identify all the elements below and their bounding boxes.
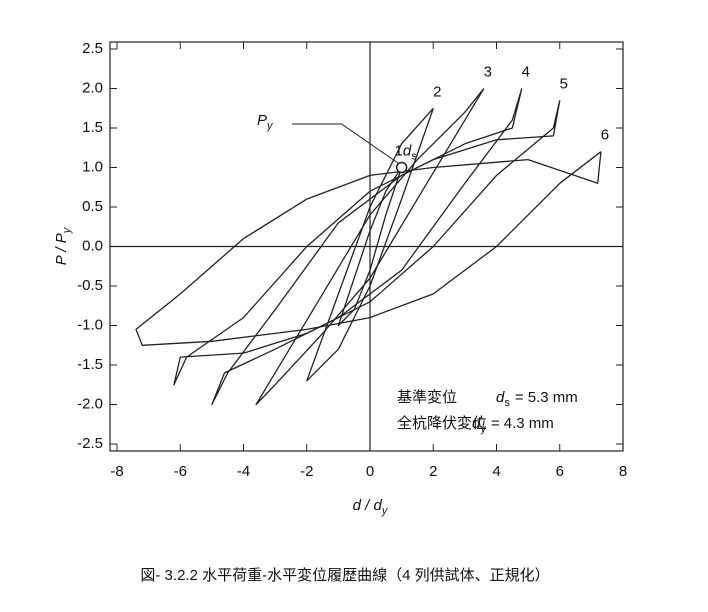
caption: 図- 3.2.2 水平荷重-水平変位履歴曲線（4 列供試体、正規化） [140,567,549,584]
note-val: = 5.3 mm [515,389,578,406]
y-tick-label: -1.5 [77,356,103,373]
yield-label-sub: y [266,120,274,132]
y-tick-label: -2.5 [77,435,103,452]
note-value: ds = 5.3 mm [496,389,578,409]
series-name: 5 [560,75,568,92]
x-axis-label: d / dy [353,497,389,517]
y-tick-label: 1.0 [82,158,103,175]
note-var: d [472,415,481,432]
x-tick-label: 4 [492,463,500,480]
x-tick-label: -6 [174,463,187,480]
note-line: 基準変位 [397,389,457,406]
x-tick-label: 0 [366,463,374,480]
hysteresis-loop [306,107,434,382]
y-label-sub: y [61,226,73,234]
x-tick-label: 8 [619,463,627,480]
series-name-var: d [403,142,412,159]
y-tick-label: -1.0 [77,316,103,333]
series-label: 3 [484,63,492,80]
leader-line [292,123,399,164]
x-label-sub: y [381,505,389,517]
y-tick-label: 2.5 [82,40,103,57]
yield-point [395,161,408,174]
x-tick-label: -2 [300,463,313,480]
note-sub: y [480,423,486,435]
series-name: 2 [433,83,441,100]
x-tick-label: 6 [556,463,564,480]
y-tick-label: -0.5 [77,277,103,294]
y-tick-label: 0.5 [82,198,103,215]
series-name: 6 [601,127,609,144]
note-line: 全杭降伏変位 [397,414,487,432]
y-tick-label: 2.0 [82,79,103,96]
note-var: d [496,389,505,406]
series-label: 5 [560,75,568,92]
series-label: 4 [522,63,530,80]
x-tick-label: -8 [110,463,123,480]
x-tick-label: 2 [429,463,437,480]
hysteresis-loop [255,88,485,406]
yield-point-label: Py [257,112,274,132]
note-sub: s [504,397,510,409]
note-val: = 4.3 mm [491,415,554,432]
note-label: 全杭降伏変位 [397,414,487,432]
series-name: 3 [484,63,492,80]
hysteresis-loop [337,167,403,327]
x-tick-label: -4 [237,463,250,480]
hysteresis-loop [173,100,561,386]
series-label: 6 [601,127,609,144]
y-label-text: P / P [53,233,70,265]
x-label-text: d / d [353,497,383,514]
series-name-sub: s [411,150,417,162]
hysteresis-loop [211,88,523,406]
note-value: dy = 4.3 mm [472,415,554,435]
note-label: 基準変位 [397,389,457,406]
y-tick-label: 1.5 [82,119,103,136]
series-label: 2 [433,83,441,100]
y-axis-label: P / Py [53,226,73,265]
y-tick-label: 0.0 [82,237,103,254]
yield-label-text: P [257,112,267,129]
hysteresis-loop [135,151,602,346]
y-tick-label: -2.0 [77,395,103,412]
series-name: 4 [522,63,530,80]
